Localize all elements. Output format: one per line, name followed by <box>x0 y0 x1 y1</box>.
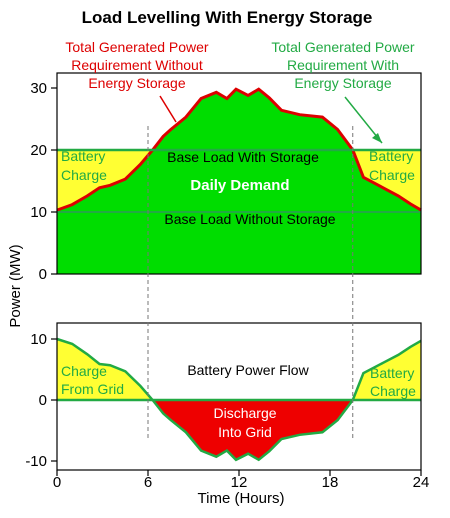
bottom-y-tick-label: -10 <box>25 453 47 470</box>
x-ticks: 0 6 12 18 24 <box>53 470 430 491</box>
x-tick-label: 12 <box>231 474 248 491</box>
battery-charge-bottom-line-2: Charge <box>370 383 416 399</box>
bottom-y-tick-label: 0 <box>39 392 47 409</box>
green-annotation-line-2: Requirement With <box>287 57 399 73</box>
green-arrowhead <box>372 133 382 143</box>
top-y-tick-label: 30 <box>30 80 47 97</box>
top-y-tick-label: 0 <box>39 266 47 283</box>
battery-charge-left-line-1: Battery <box>61 148 105 164</box>
bottom-y-ticks: -10 0 10 <box>25 331 57 470</box>
bottom-y-tick-label: 10 <box>30 331 47 348</box>
battery-charge-right-line-2: Charge <box>369 167 415 183</box>
charge-from-grid-line-2: From Grid <box>61 381 124 397</box>
battery-charge-bottom-line-1: Battery <box>370 365 414 381</box>
battery-charge-right-line-1: Battery <box>369 148 413 164</box>
top-y-tick-label: 20 <box>30 142 47 159</box>
discharge-area <box>152 400 353 460</box>
vertical-guides <box>147 126 354 440</box>
top-plot-frame <box>56 72 422 275</box>
battery-charge-area-left <box>57 150 153 211</box>
bottom-plot: -10 0 10 0 6 12 18 24 <box>25 322 430 491</box>
x-tick-label: 6 <box>144 474 152 491</box>
x-tick-label: 0 <box>53 474 61 491</box>
green-annotation-line-3: Energy Storage <box>294 75 391 91</box>
x-tick-label: 24 <box>413 474 430 491</box>
daily-demand-label: Daily Demand <box>190 177 289 194</box>
battery-charge-areas <box>57 150 421 211</box>
requirement-without-storage-line <box>56 87 422 212</box>
charge-from-grid-line-1: Charge <box>61 363 107 379</box>
top-y-ticks: 0 10 20 30 <box>30 80 57 283</box>
red-pointer-arrow <box>159 95 177 123</box>
discharge-label-line-1: Discharge <box>213 405 276 421</box>
battery-power-flow-line <box>56 337 422 462</box>
y-axis-label: Power (MW) <box>7 244 24 327</box>
battery-charge-area-right <box>352 150 421 211</box>
red-annotation-line-1: Total Generated Power <box>65 39 209 55</box>
green-annotation-line-1: Total Generated Power <box>271 39 415 55</box>
red-annotation-line-3: Energy Storage <box>88 75 185 91</box>
x-axis-label: Time (Hours) <box>198 490 285 507</box>
discharge-label-line-2: Into Grid <box>218 424 272 440</box>
chart-title: Load Levelling With Energy Storage <box>82 8 373 27</box>
battery-power-flow-label: Battery Power Flow <box>187 362 309 378</box>
top-y-tick-label: 10 <box>30 204 47 221</box>
x-tick-label: 18 <box>322 474 339 491</box>
base-load-with-storage-label: Base Load With Storage <box>167 149 319 165</box>
base-load-without-storage-label: Base Load Without Storage <box>164 211 335 227</box>
red-annotation-line-2: Requirement Without <box>71 57 203 73</box>
battery-charge-left-line-2: Charge <box>61 167 107 183</box>
battery-charge-area <box>57 339 421 400</box>
